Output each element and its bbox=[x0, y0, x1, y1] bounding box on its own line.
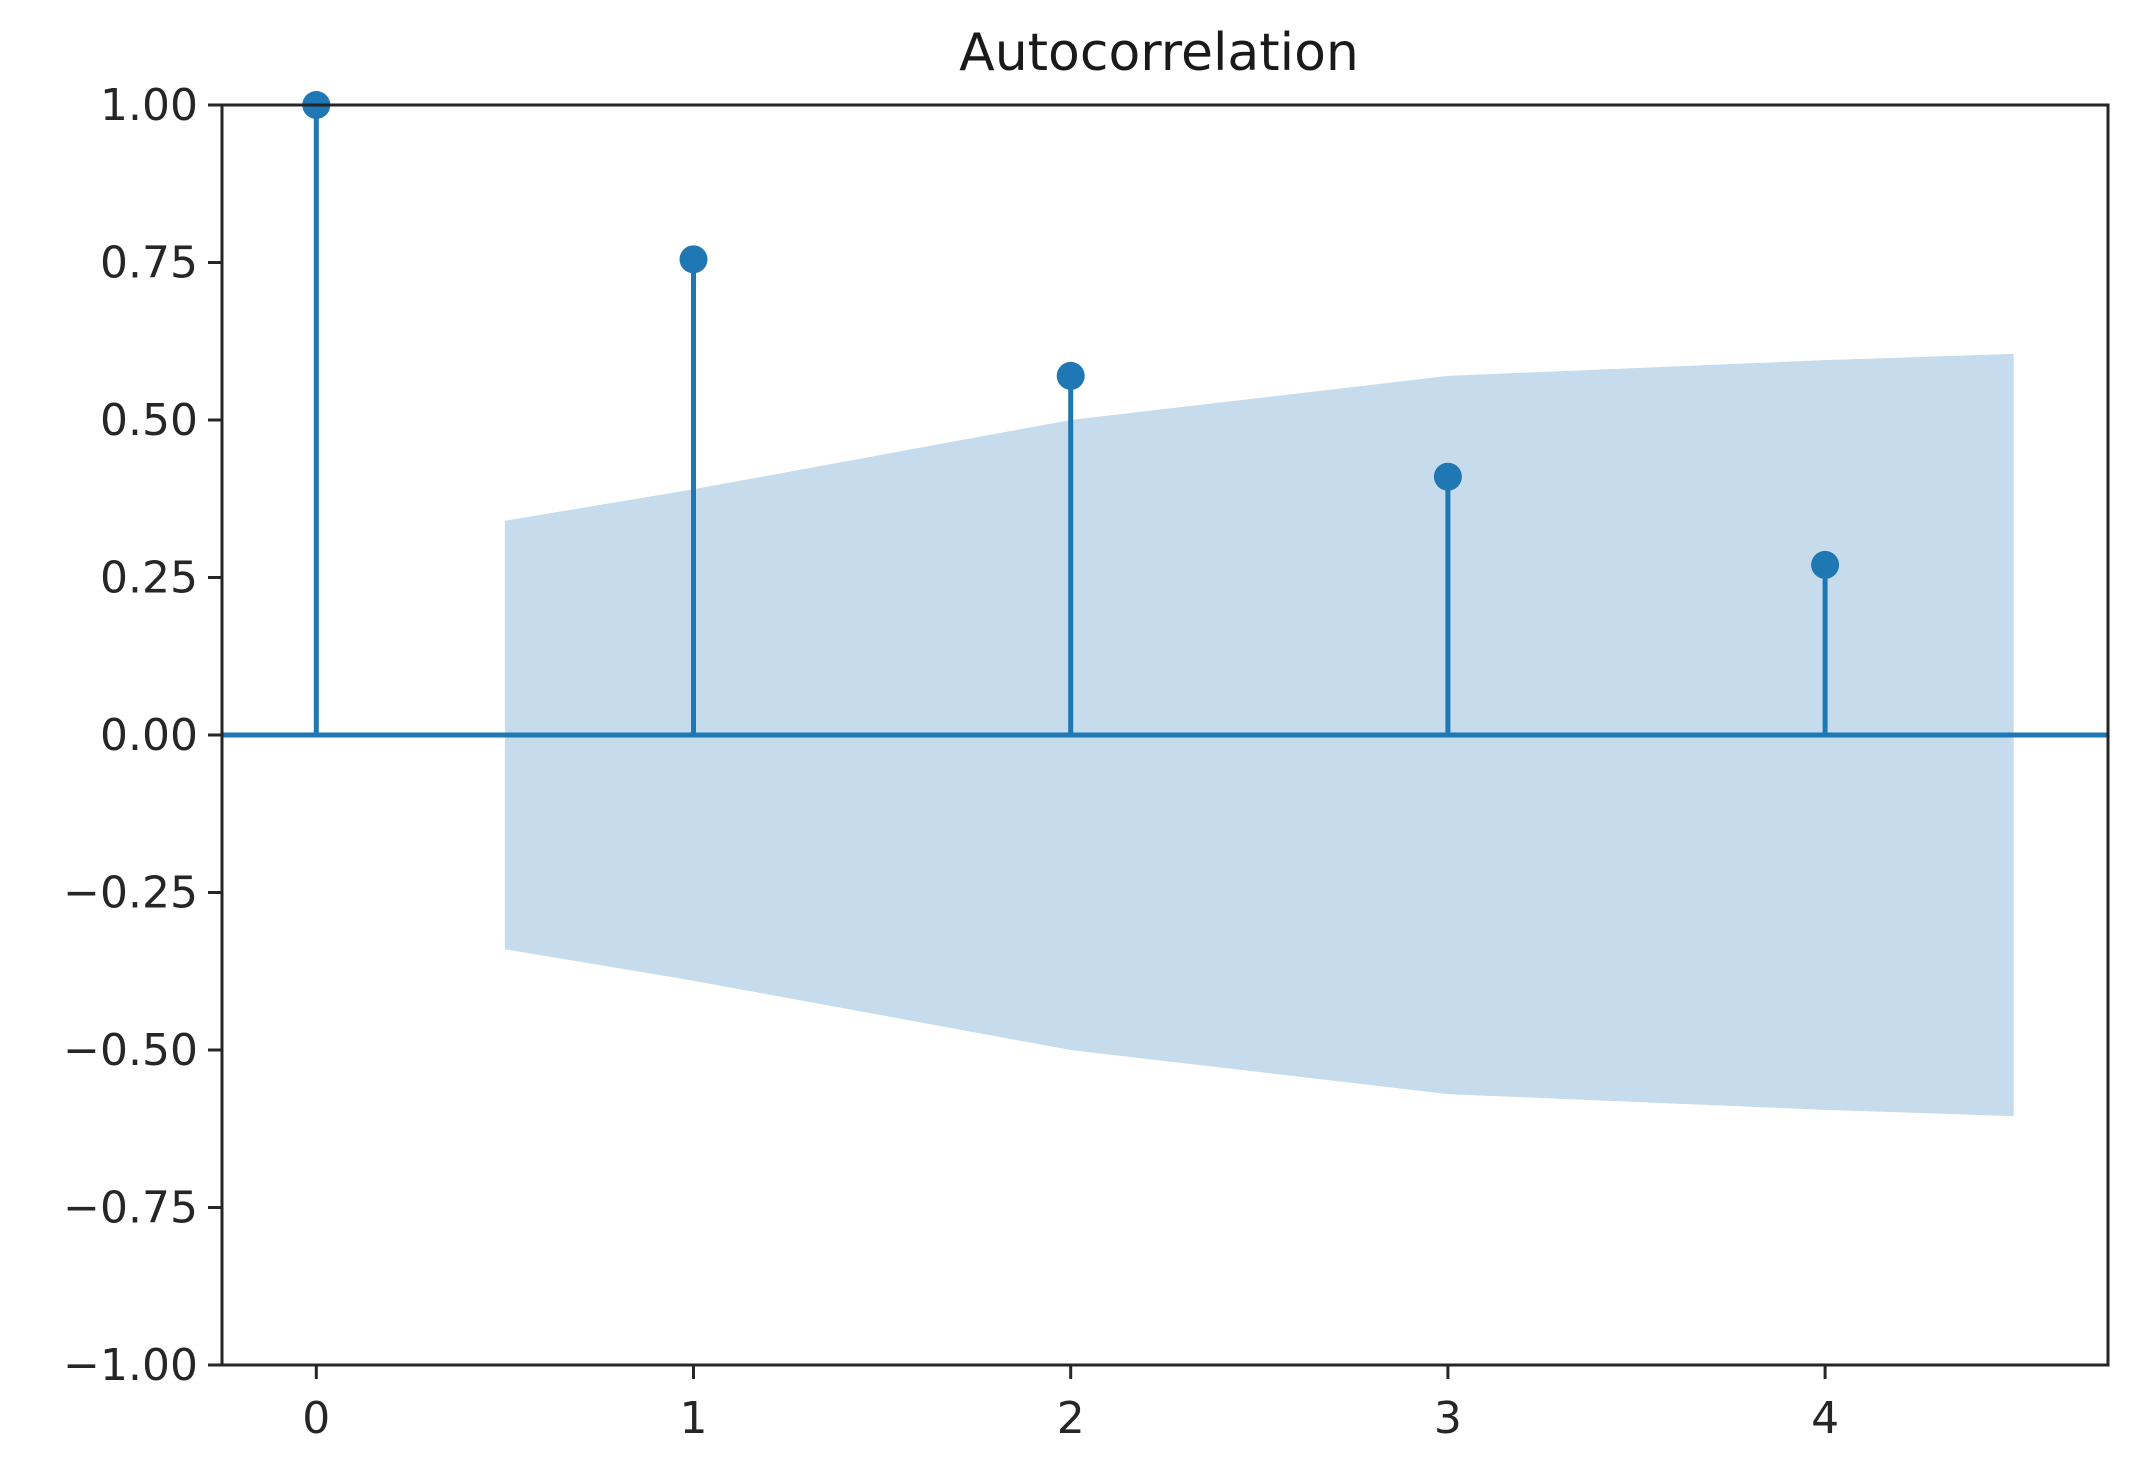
stem-marker-lag-2 bbox=[1056, 361, 1085, 390]
stem-marker-lag-1 bbox=[679, 245, 708, 274]
stem-layer bbox=[222, 91, 2108, 738]
x-tick-label: 4 bbox=[1811, 1393, 1839, 1444]
y-tick-label: −0.25 bbox=[63, 868, 198, 919]
y-tick-label: 0.00 bbox=[100, 710, 198, 761]
y-tick-label: 1.00 bbox=[100, 80, 198, 131]
y-tick-label: 0.25 bbox=[100, 553, 198, 604]
x-tick-label: 3 bbox=[1434, 1393, 1462, 1444]
y-tick-label: −0.50 bbox=[63, 1025, 198, 1076]
y-tick-label: 0.75 bbox=[100, 238, 198, 289]
chart-title: Autocorrelation bbox=[959, 23, 1359, 83]
y-tick-label: −0.75 bbox=[63, 1183, 198, 1234]
x-tick-label: 2 bbox=[1057, 1393, 1085, 1444]
y-tick-label: 0.50 bbox=[100, 395, 198, 446]
stem-marker-lag-4 bbox=[1811, 550, 1840, 579]
axes-layer: −1.00 −0.75 −0.50 −0.25 0.00 0.25 0.50 0.75 1.00… bbox=[63, 80, 2110, 1444]
x-tick-label: 0 bbox=[302, 1393, 330, 1444]
stem-marker-lag-3 bbox=[1433, 462, 1462, 491]
x-tick-label: 1 bbox=[680, 1393, 708, 1444]
y-tick-label: −1.00 bbox=[63, 1340, 198, 1391]
